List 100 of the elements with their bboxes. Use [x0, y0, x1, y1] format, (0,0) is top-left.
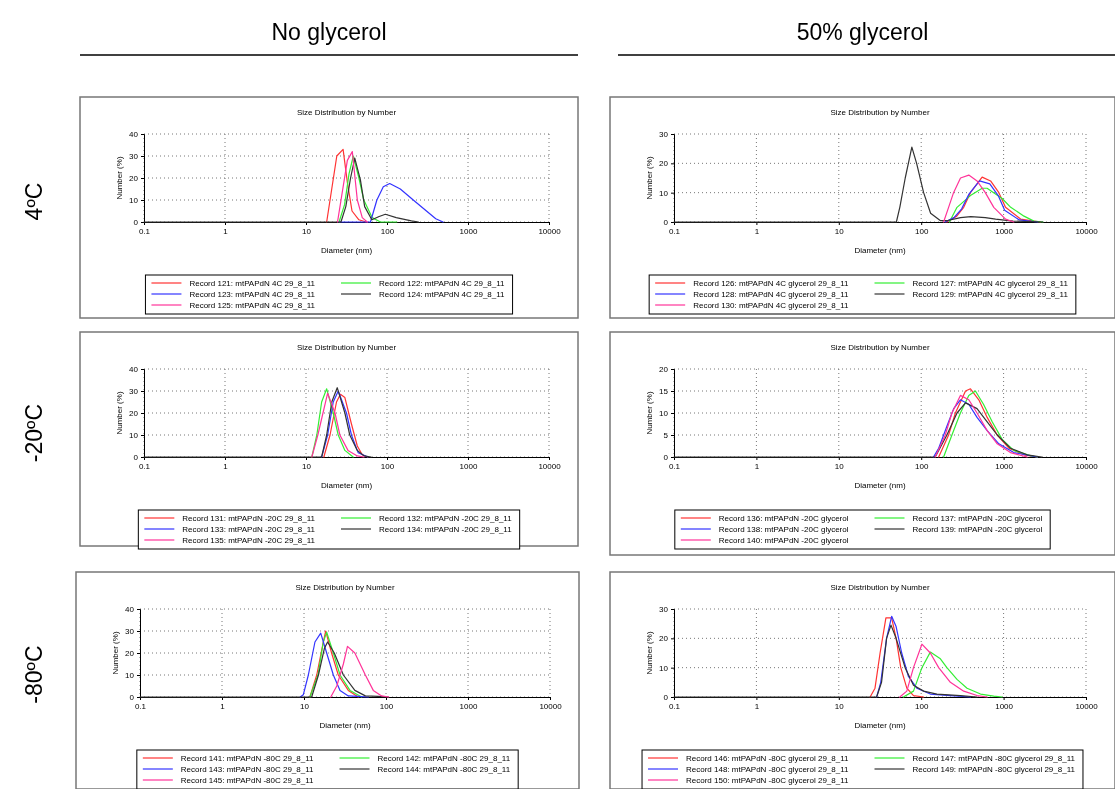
- chart-title: Size Distribution by Number: [295, 583, 395, 592]
- x-tick-label: 1000: [459, 461, 478, 471]
- x-tick-label: 1: [754, 226, 760, 236]
- legend-label: Record 139: mtPAPdN -20C glycerol: [912, 525, 1043, 534]
- legend-label: Record 150: mtPAPdN -80C glycerol 29_8_11: [686, 776, 850, 785]
- legend-label: Record 131: mtPAPdN -20C 29_8_11: [182, 514, 316, 523]
- text: 4ºC: [21, 182, 47, 221]
- y-tick-label: 30: [125, 627, 135, 637]
- x-tick-label: 0.1: [668, 226, 681, 236]
- y-tick-label: 10: [125, 671, 135, 681]
- y-tick-label: 20: [129, 409, 139, 419]
- x-tick-label: 0.1: [668, 701, 681, 711]
- line-series: [311, 392, 365, 458]
- y-tick-label: 10: [659, 663, 669, 673]
- y-tick-label: 20: [129, 174, 139, 184]
- y-tick-label: 20: [659, 365, 669, 375]
- y-tick-label: 10: [659, 188, 669, 198]
- legend-label: Record 127: mtPAPdN 4C glycerol 29_8_11: [912, 279, 1069, 288]
- legend-label: Record 124: mtPAPdN 4C 29_8_11: [379, 290, 506, 299]
- x-tick-label: 1000: [995, 226, 1014, 236]
- x-tick-label: 1000: [459, 701, 478, 711]
- y-axis-title: Number (%): [645, 156, 654, 200]
- y-tick-label: 30: [129, 152, 139, 162]
- y-tick-label: 5: [663, 431, 669, 441]
- y-tick-label: 0: [663, 453, 669, 463]
- x-tick-label: 10000: [539, 701, 563, 711]
- text: -20ºC: [21, 403, 47, 463]
- y-tick-label: 0: [663, 693, 669, 703]
- x-tick-label: 10000: [1075, 461, 1099, 471]
- x-tick-label: 1000: [995, 701, 1014, 711]
- chart-title: Size Distribution by Number: [830, 108, 930, 117]
- x-axis-title: Diameter (nm): [854, 481, 906, 490]
- x-tick-label: 0.1: [134, 701, 147, 711]
- legend-label: Record 129: mtPAPdN 4C glycerol 29_8_11: [912, 290, 1069, 299]
- x-axis-title: Diameter (nm): [320, 481, 373, 490]
- legend-label: Record 123: mtPAPdN 4C 29_8_11: [189, 290, 316, 299]
- y-tick-label: 10: [129, 431, 139, 441]
- x-tick-label: 1000: [459, 226, 478, 236]
- legend-label: Record 133: mtPAPdN -20C 29_8_11: [182, 525, 316, 534]
- x-tick-label: 100: [380, 226, 395, 236]
- legend-label: Record 128: mtPAPdN 4C glycerol 29_8_11: [693, 290, 850, 299]
- x-tick-label: 100: [915, 226, 929, 236]
- y-tick-label: 30: [659, 605, 669, 615]
- legend-label: Record 147: mtPAPdN -80C glycerol 29_8_11: [912, 754, 1076, 763]
- chart-title: Size Distribution by Number: [830, 583, 930, 592]
- legend-label: Record 143: mtPAPdN -80C 29_8_11: [180, 765, 315, 774]
- y-axis-title: Number (%): [645, 631, 654, 675]
- x-tick-label: 1: [223, 226, 229, 236]
- y-axis-title: Number (%): [111, 631, 120, 675]
- x-tick-label: 0.1: [138, 461, 151, 471]
- x-axis-title: Diameter (nm): [854, 246, 906, 255]
- legend-label: Record 136: mtPAPdN -20C glycerol: [718, 514, 849, 523]
- y-tick-label: 40: [125, 605, 135, 615]
- x-tick-label: 10000: [1075, 226, 1099, 236]
- x-tick-label: 100: [915, 461, 929, 471]
- y-axis-title: Number (%): [645, 391, 654, 435]
- x-tick-label: 10000: [538, 226, 562, 236]
- x-tick-label: 1: [220, 701, 226, 711]
- legend-label: Record 122: mtPAPdN 4C 29_8_11: [379, 279, 506, 288]
- legend-label: Record 141: mtPAPdN -80C 29_8_11: [180, 754, 315, 763]
- legend-label: Record 135: mtPAPdN -20C 29_8_11: [182, 536, 316, 545]
- legend-label: Record 144: mtPAPdN -80C 29_8_11: [377, 765, 511, 774]
- y-axis-title: Number (%): [115, 391, 124, 435]
- y-tick-label: 0: [129, 693, 135, 703]
- x-tick-label: 10: [302, 226, 312, 236]
- y-tick-label: 10: [659, 409, 669, 419]
- text: No glycerol: [271, 19, 387, 45]
- x-tick-label: 10: [834, 226, 845, 236]
- legend-label: Record 137: mtPAPdN -20C glycerol: [912, 514, 1043, 523]
- x-tick-label: 0.1: [668, 461, 681, 471]
- y-tick-label: 40: [129, 365, 139, 375]
- legend-label: Record 132: mtPAPdN -20C 29_8_11: [379, 514, 513, 523]
- y-tick-label: 15: [659, 387, 669, 397]
- x-axis-title: Diameter (nm): [319, 721, 371, 730]
- legend-label: Record 130: mtPAPdN 4C glycerol 29_8_11: [693, 301, 850, 310]
- x-tick-label: 1: [223, 461, 229, 471]
- text: 50% glycerol: [796, 19, 929, 45]
- x-tick-label: 10: [834, 461, 845, 471]
- y-tick-label: 0: [133, 218, 139, 228]
- legend-label: Record 125: mtPAPdN 4C 29_8_11: [189, 301, 316, 310]
- y-tick-label: 20: [659, 634, 669, 644]
- x-axis-title: Diameter (nm): [320, 246, 373, 255]
- x-tick-label: 10000: [1075, 701, 1099, 711]
- legend-label: Record 126: mtPAPdN 4C glycerol 29_8_11: [693, 279, 850, 288]
- x-tick-label: 10: [834, 701, 845, 711]
- x-tick-label: 0.1: [138, 226, 151, 236]
- x-tick-label: 100: [379, 701, 394, 711]
- y-tick-label: 0: [663, 218, 669, 228]
- x-tick-label: 10: [300, 701, 310, 711]
- x-tick-label: 10: [302, 461, 312, 471]
- y-tick-label: 20: [125, 649, 135, 659]
- x-tick-label: 1: [754, 461, 760, 471]
- legend-label: Record 121: mtPAPdN 4C 29_8_11: [189, 279, 316, 288]
- chart-title: Size Distribution by Number: [296, 108, 397, 117]
- x-tick-label: 100: [380, 461, 395, 471]
- x-tick-label: 100: [915, 701, 929, 711]
- y-tick-label: 10: [129, 196, 139, 206]
- chart-title: Size Distribution by Number: [830, 343, 930, 352]
- legend-label: Record 148: mtPAPdN -80C glycerol 29_8_11: [686, 765, 850, 774]
- y-tick-label: 40: [129, 130, 139, 140]
